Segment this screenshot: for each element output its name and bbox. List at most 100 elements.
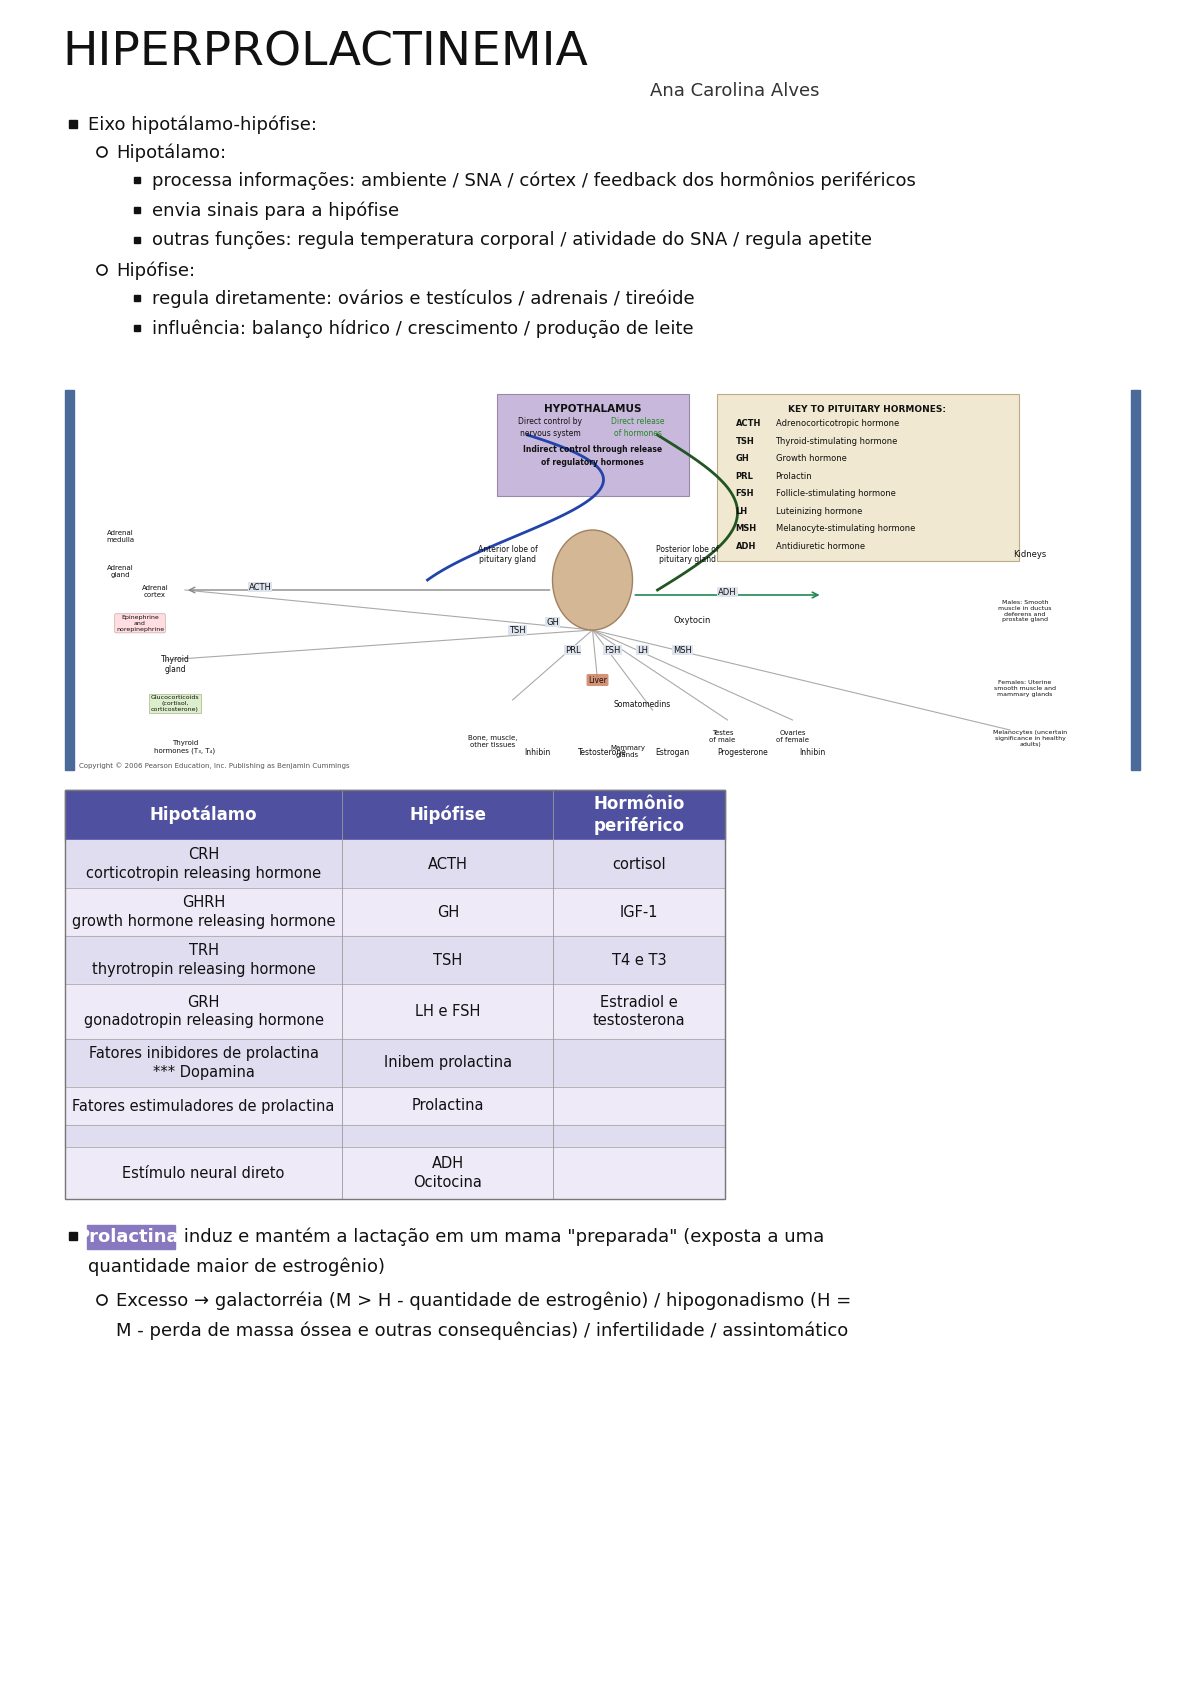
Text: GRH
gonadotropin releasing hormone: GRH gonadotropin releasing hormone [84,995,324,1029]
Text: Estradiol e
testosterona: Estradiol e testosterona [593,995,685,1029]
Text: Testosterone: Testosterone [578,749,626,757]
Bar [342,1087,553,1126]
Text: LH: LH [736,506,748,516]
Text: ADH: ADH [718,588,737,596]
Text: GH: GH [736,453,749,464]
Text: TSH: TSH [736,436,755,445]
Text: M - perda de massa óssea e outras consequências) / infertilidade / assintomático: M - perda de massa óssea e outras conseq… [116,1321,848,1340]
Text: Melanocyte-stimulating hormone: Melanocyte-stimulating hormone [775,525,914,533]
Text: Direct release: Direct release [611,418,665,426]
Text: Testes
of male: Testes of male [709,730,736,744]
Bar [65,1087,342,1126]
Text: TSH: TSH [433,953,462,968]
Bar [553,936,725,985]
Text: Females: Uterine
smooth muscle and
mammary glands: Females: Uterine smooth muscle and mamma… [994,679,1056,696]
Text: HIPERPROLACTINEMIA: HIPERPROLACTINEMIA [62,31,588,75]
Bar [553,1039,725,1087]
Bar [342,841,553,888]
Text: Hipófise:: Hipófise: [116,261,196,280]
Text: TSH: TSH [509,625,526,635]
Text: Epinephrine
and
norepinephrine: Epinephrine and norepinephrine [116,615,164,632]
Text: FSH: FSH [605,645,620,654]
Text: IGF-1: IGF-1 [620,905,659,920]
Ellipse shape [552,530,632,630]
Text: Luteinizing hormone: Luteinizing hormone [775,506,862,516]
Text: Direct control by: Direct control by [518,418,582,426]
Text: induz e mantém a lactação em um mama "preparada" (exposta a uma: induz e mantém a lactação em um mama "pr… [178,1228,824,1246]
Bar [88,1224,175,1250]
Text: GH: GH [437,905,458,920]
Text: LH e FSH: LH e FSH [415,1004,480,1019]
Text: GHRH
growth hormone releasing hormone: GHRH growth hormone releasing hormone [72,895,335,929]
Bar [65,1148,342,1199]
Text: Inhibin: Inhibin [524,749,551,757]
Bar [553,985,725,1039]
Text: MSH: MSH [736,525,757,533]
Text: Eixo hipotálamo-hipófise:: Eixo hipotálamo-hipófise: [88,115,317,134]
Text: T4 e T3: T4 e T3 [612,953,666,968]
Bar [342,1148,553,1199]
Text: Males: Smooth
muscle in ductus
deferens and
prostate gland: Males: Smooth muscle in ductus deferens … [998,599,1051,623]
Bar [65,841,342,888]
Text: ACTH: ACTH [428,856,468,871]
Text: Adrenal
cortex: Adrenal cortex [142,586,168,598]
Text: ADH
Ocitocina: ADH Ocitocina [413,1156,482,1190]
Bar [553,1087,725,1126]
Text: Adrenocorticotropic hormone: Adrenocorticotropic hormone [775,419,899,428]
Text: Copyright © 2006 Pearson Education, Inc. Publishing as Benjamin Cummings: Copyright © 2006 Pearson Education, Inc.… [79,762,349,769]
Text: Fatores inibidores de prolactina
*** Dopamina: Fatores inibidores de prolactina *** Dop… [89,1046,319,1080]
Text: Ovaries
of female: Ovaries of female [776,730,809,744]
Bar [342,888,553,936]
Text: Hipotálamo:: Hipotálamo: [116,143,226,161]
Text: Prolactina: Prolactina [412,1099,484,1114]
Circle shape [97,1296,107,1306]
Text: ACTH: ACTH [736,419,761,428]
Text: Excesso → galactorréia (M > H - quantidade de estrogênio) / hipogonadismo (H =: Excesso → galactorréia (M > H - quantida… [116,1290,851,1309]
Bar [65,888,342,936]
Text: ACTH: ACTH [248,582,271,591]
Bar [65,790,342,841]
Bar [65,985,342,1039]
Text: GH: GH [546,618,559,627]
Bar [553,888,725,936]
Text: Ana Carolina Alves: Ana Carolina Alves [650,82,820,100]
Bar [65,1039,342,1087]
Text: Hipotálamo: Hipotálamo [150,807,258,824]
Text: Prolactina:: Prolactina: [76,1228,186,1246]
Bar [65,391,74,769]
Text: of regulatory hormones: of regulatory hormones [541,458,644,467]
Text: Kidneys: Kidneys [1013,550,1046,559]
Text: KEY TO PITUITARY HORMONES:: KEY TO PITUITARY HORMONES: [788,406,947,414]
Bar [342,790,553,841]
Text: PRL: PRL [565,645,581,654]
Text: Oxytocin: Oxytocin [674,615,712,625]
Text: regula diretamente: ovários e testículos / adrenais / tireóide: regula diretamente: ovários e testículos… [152,289,695,307]
Text: ADH: ADH [736,542,756,550]
Text: Mammary
glands: Mammary glands [610,745,646,757]
Bar [1132,391,1140,769]
Text: Estrogan: Estrogan [655,749,690,757]
Text: Hipófise: Hipófise [409,807,486,824]
Bar [553,841,725,888]
FancyBboxPatch shape [716,394,1019,560]
Text: FSH: FSH [736,489,754,498]
Text: Hormônio
periférico: Hormônio periférico [594,795,685,835]
Text: quantidade maior de estrogênio): quantidade maior de estrogênio) [88,1257,385,1275]
Text: outras funções: regula temperatura corporal / atividade do SNA / regula apetite: outras funções: regula temperatura corpo… [152,231,872,250]
Text: cortisol: cortisol [612,856,666,871]
Bar [342,936,553,985]
Circle shape [97,265,107,275]
Text: Somatomedins: Somatomedins [614,700,671,710]
Text: Inibem prolactina: Inibem prolactina [384,1056,512,1070]
Text: Thyroid-stimulating hormone: Thyroid-stimulating hormone [775,436,898,445]
Text: Adrenal
gland: Adrenal gland [107,565,133,577]
Text: Inhibin: Inhibin [799,749,826,757]
Text: Adrenal
medulla: Adrenal medulla [106,530,134,543]
Text: Liver: Liver [588,676,607,684]
Text: Anterior lobe of
pituitary gland: Anterior lobe of pituitary gland [478,545,538,564]
Bar [65,1126,342,1148]
Circle shape [97,148,107,156]
Text: Antidiuretic hormone: Antidiuretic hormone [775,542,865,550]
Text: Follicle-stimulating hormone: Follicle-stimulating hormone [775,489,895,498]
Text: Prolactin: Prolactin [775,472,812,481]
